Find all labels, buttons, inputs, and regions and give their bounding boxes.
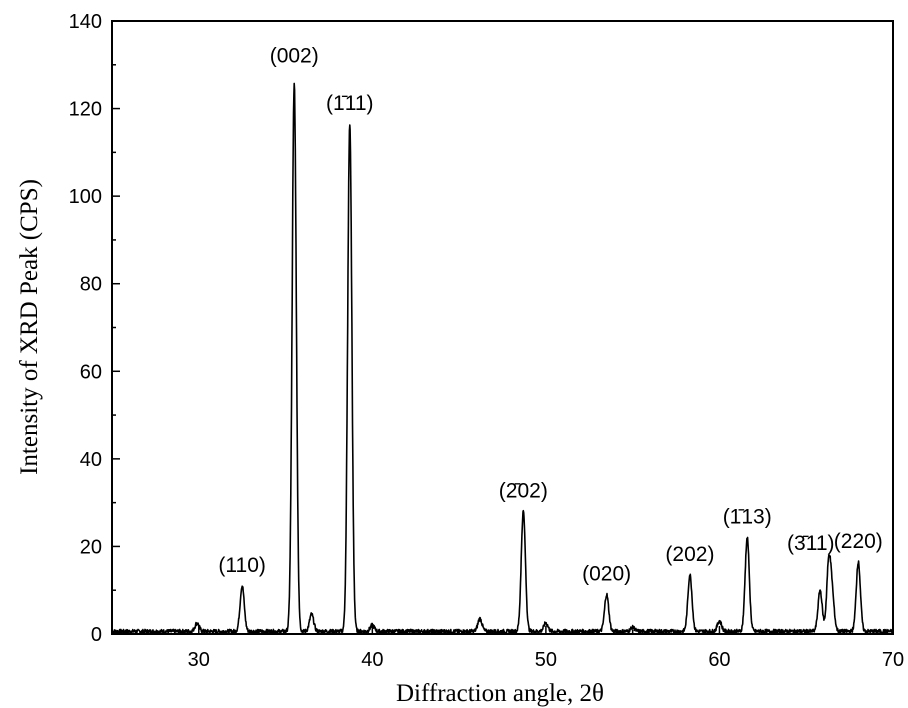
diffraction-trace — [111, 82, 894, 635]
peak-label: (3̄11) — [787, 532, 834, 555]
x-tick-label: 50 — [535, 649, 557, 671]
peak-labels: (110) (002) (1̄11) (2̄02) (020) (202) (1̄13) (3… — [218, 44, 882, 585]
peak-label: (202) — [665, 543, 714, 566]
peak-label: (1̄11) — [326, 92, 373, 115]
peak-label: (2̄02) — [499, 479, 548, 502]
y-tick-label: 40 — [80, 449, 102, 471]
peak-label: (110) — [218, 554, 265, 577]
y-tick-label: 60 — [80, 361, 102, 383]
y-tick-label: 140 — [69, 11, 102, 33]
xrd-trace-line — [111, 82, 894, 635]
y-axis: 0 20 40 60 80 100 120 140 — [69, 11, 120, 646]
plot-frame — [111, 20, 894, 635]
y-tick-label: 80 — [80, 274, 102, 296]
y-tick-label: 100 — [69, 186, 102, 208]
y-tick-label: 20 — [80, 536, 102, 558]
x-tick-label: 40 — [361, 649, 383, 671]
peak-label: (020) — [582, 563, 631, 586]
y-tick-label: 120 — [69, 99, 102, 121]
peak-label: (1̄13) — [723, 506, 772, 529]
peak-label: (002) — [270, 44, 319, 67]
peak-label: (220) — [834, 530, 883, 553]
x-axis: 30 40 50 60 70 — [111, 626, 904, 671]
y-tick-label: 0 — [91, 624, 102, 646]
y-axis-title: Intensity of XRD Peak (CPS) — [16, 179, 43, 475]
x-axis-title: Diffraction angle, 2θ — [396, 680, 604, 707]
x-tick-label: 70 — [882, 649, 904, 671]
plot-border — [111, 20, 894, 635]
x-tick-label: 30 — [188, 649, 210, 671]
x-tick-label: 60 — [708, 649, 730, 671]
